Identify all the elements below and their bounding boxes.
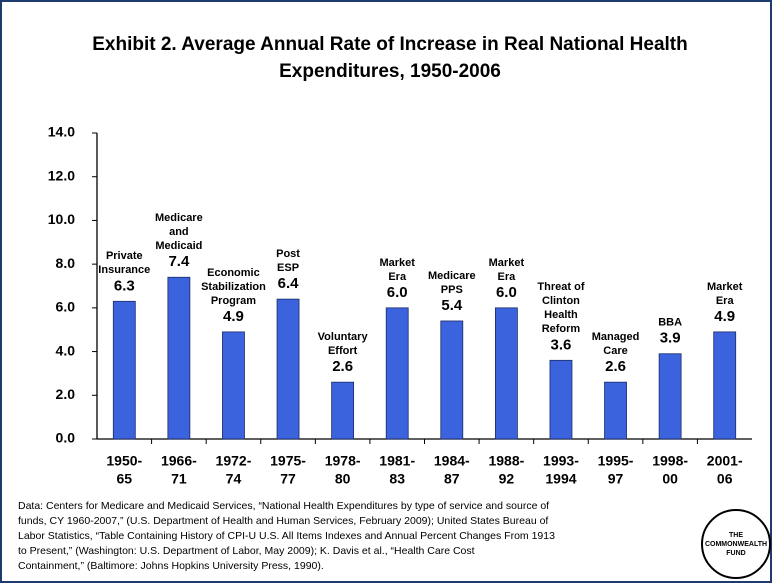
annotation: Market [707,281,743,293]
annotation: PPS [441,284,463,296]
bar [276,298,300,440]
bar [658,353,682,440]
logo-circle [701,509,771,579]
annotation: Stabilization [201,281,266,293]
x-tick-label: 1981- [379,453,415,469]
x-tick-label: 2001- [707,453,743,469]
x-tick-label: 77 [280,471,296,487]
x-tick-label: 1975- [270,453,306,469]
bar [222,331,245,440]
x-tick-label: 92 [499,471,515,487]
chart-title: Exhibit 2. Average Annual Rate of Increa… [92,34,688,55]
bar [331,381,355,440]
annotation: Medicare [428,270,476,282]
annotation: Clinton [542,295,580,307]
annotation: Era [388,271,407,283]
x-tick-label: 71 [171,471,187,487]
annotation: Market [489,257,525,269]
logo-text: COMMONWEALTH [705,541,767,548]
x-tick-label: 1998- [652,453,688,469]
y-tick-label: 4.0 [56,342,76,358]
y-tick-label: 14.0 [48,124,75,140]
x-tick-label: 1950- [106,453,142,469]
y-tick-label: 0.0 [56,430,76,446]
annotation: Health [544,309,578,321]
annotation: Care [603,345,627,357]
annotation: Era [498,271,517,283]
bar [440,320,464,440]
annotation: Medicaid [155,240,202,252]
value-label: 2.6 [332,358,353,375]
x-tick-label: 1966- [161,453,197,469]
value-label: 7.4 [168,253,190,270]
x-tick-label: 1993- [543,453,579,469]
x-tick-label: 65 [117,471,133,487]
x-tick-label: 1988- [488,453,524,469]
value-label: 2.6 [605,358,626,375]
value-label: 4.9 [223,308,244,325]
bar [713,331,737,440]
source-note: Labor Statistics, “Table Containing Hist… [18,530,555,542]
x-tick-label: 00 [662,471,678,487]
bar [112,300,136,440]
logo-text: FUND [726,550,745,557]
x-tick-label: 1995- [598,453,634,469]
x-tick-label: 97 [608,471,624,487]
value-label: 3.6 [551,336,572,353]
annotation: Managed [592,331,640,343]
x-tick-label: 1978- [325,453,361,469]
annotation: Threat of [537,281,584,293]
x-tick-label: 80 [335,471,351,487]
annotation: Medicare [155,212,203,224]
annotation: Effort [328,345,358,357]
source-note: Data: Centers for Medicare and Medicaid … [18,500,549,512]
value-label: 6.3 [114,277,135,294]
chart-title: Expenditures, 1950-2006 [279,61,501,82]
x-tick-label: 1984- [434,453,470,469]
value-label: 6.0 [387,284,408,301]
annotation: Reform [542,323,581,335]
annotation: Economic [207,267,260,279]
x-tick-label: 87 [444,471,460,487]
annotation: and [169,226,189,238]
annotation: Private [106,250,143,262]
value-label: 4.9 [714,308,735,325]
y-tick-label: 6.0 [56,299,76,315]
bar [494,307,518,440]
y-tick-label: 2.0 [56,386,76,402]
bar [385,307,409,440]
x-tick-label: 83 [389,471,405,487]
annotation: Post [276,248,300,260]
x-tick-label: 74 [226,471,242,487]
x-tick-label: 06 [717,471,733,487]
annotation: Era [716,295,735,307]
logo-text: THE [729,532,743,539]
annotation: Insurance [98,264,150,276]
y-tick-label: 8.0 [56,255,76,271]
x-tick-label: 1994 [545,471,576,487]
value-label: 5.4 [441,297,463,314]
source-note: to Present,” (Washington: U.S. Departmen… [18,545,475,557]
y-tick-label: 12.0 [48,167,75,183]
annotation: Voluntary [318,331,369,343]
value-label: 3.9 [660,330,681,347]
value-label: 6.0 [496,284,517,301]
source-note: Containment,” (Baltimore: Johns Hopkins … [18,560,324,572]
bar [604,381,627,440]
bar [167,276,191,440]
annotation: BBA [658,317,682,329]
value-label: 6.4 [278,275,300,292]
annotation: Market [379,257,415,269]
y-tick-label: 10.0 [48,211,75,227]
source-note: funds, CY 1960-2007,” (U.S. Department o… [18,515,548,527]
annotation: Program [211,295,256,307]
x-tick-label: 1972- [216,453,252,469]
annotation: ESP [277,262,299,274]
bar [549,359,573,440]
